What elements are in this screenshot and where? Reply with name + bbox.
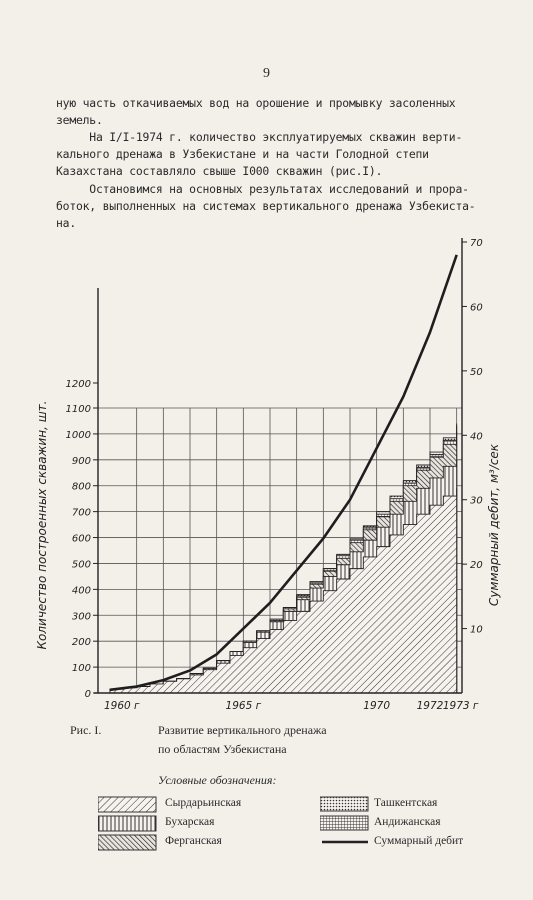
y-left-tick-label: 600 — [72, 534, 91, 545]
paragraph-2: На I/I-1974 г. количество эксплуатируемы… — [56, 130, 463, 178]
chart-axes — [93, 238, 467, 694]
x-tick-label: 1972 — [417, 700, 444, 712]
legend-swatch-tashkent — [320, 796, 369, 812]
legend-title: Условные обозначения: — [158, 773, 277, 787]
y-left-tick-label: 1000 — [66, 430, 91, 441]
area-series-1 — [109, 488, 458, 694]
y-left-tick-label: 1100 — [66, 404, 91, 415]
paragraph-3: Остановимся на основных результатах иссл… — [56, 182, 476, 230]
legend-label-total-debit: Суммарный дебит — [374, 835, 464, 847]
y-left-tick-label: 300 — [72, 611, 91, 622]
legend-swatch-fergana — [98, 834, 157, 851]
x-tick-label: 1970 — [363, 700, 390, 712]
y-left-tick-label: 800 — [72, 482, 91, 493]
y-left-tick-label: 900 — [72, 456, 91, 467]
y-left-tick-label: 200 — [72, 637, 91, 648]
y-left-tick-label: 400 — [72, 585, 91, 596]
chart-areas — [109, 423, 458, 694]
legend-label-bukhara: Бухарская — [165, 816, 215, 828]
y-right-tick-label: 10 — [470, 625, 483, 636]
legend-swatch-bukhara — [98, 815, 157, 832]
y-right-tick-label: 30 — [470, 496, 483, 507]
chart-labels: 0 100 200 300 400 500 600 700 800 900 1000 1100 1200… — [35, 238, 501, 712]
figure-caption-line1: Развитие вертикального дренажа — [158, 723, 327, 737]
y-left-tick-label: 100 — [72, 663, 91, 674]
legend-label-andijan: Андижанская — [374, 816, 441, 828]
legend-swatch-andijan — [320, 815, 369, 831]
x-tick-label: 1973 г — [443, 700, 479, 712]
legend-swatch-syrdarya — [98, 796, 157, 813]
x-tick-label: 1965 г — [226, 700, 262, 712]
y-left-tick-label: 0 — [85, 689, 91, 700]
y-right-tick-label: 70 — [470, 238, 483, 249]
figure-caption-line2: по областям Узбекистана — [158, 742, 287, 756]
y-right-axis-title: Суммарный дебит, м³/сек — [487, 443, 501, 606]
y-right-tick-label: 40 — [470, 431, 483, 442]
legend-swatch-total-debit — [322, 840, 368, 844]
y-left-tick-label: 1200 — [66, 379, 91, 390]
y-left-tick-label: 700 — [72, 508, 91, 519]
figure-label: Рис. I. — [70, 723, 102, 737]
x-tick-label: 1960 г — [104, 700, 140, 712]
legend-label-fergana: Ферганская — [165, 835, 222, 847]
chart-total-debit — [109, 254, 458, 692]
y-right-tick-label: 50 — [470, 367, 483, 378]
page-number: 9 — [263, 66, 270, 81]
total-debit-line — [109, 254, 458, 692]
y-left-tick-label: 500 — [72, 559, 91, 570]
paragraph-1: ную часть откачиваемых вод на орошение и… — [56, 96, 456, 127]
y-right-tick-label: 20 — [470, 560, 483, 571]
legend-label-syrdarya: Сырдарьинская — [165, 797, 242, 809]
legend-label-tashkent: Ташкентская — [374, 797, 438, 809]
drainage-chart: 0 100 200 300 400 500 600 700 800 900 1000 1100 1200… — [35, 238, 501, 712]
y-left-axis-title: Количество построенных скважин, шт. — [35, 401, 49, 650]
y-right-tick-label: 60 — [470, 302, 483, 313]
